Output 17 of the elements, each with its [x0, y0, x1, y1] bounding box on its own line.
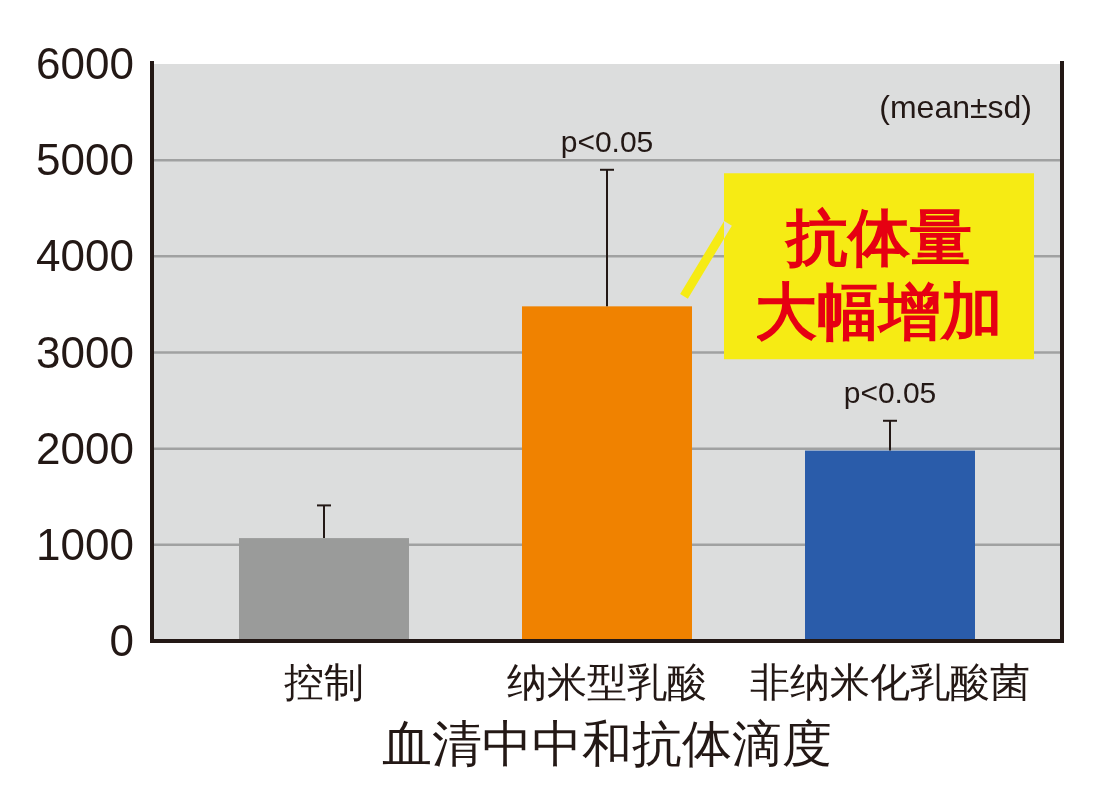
x-tick-label: 控制 [284, 660, 364, 704]
annotation: (mean±sd) [879, 89, 1032, 125]
x-axis-title: 血清中中和抗体滴度 [382, 716, 832, 772]
y-tick-label: 3000 [36, 327, 134, 377]
x-tick-label: 纳米型乳酸 [507, 660, 707, 704]
x-tick-label: 非纳米化乳酸菌 [750, 660, 1030, 704]
y-tick-label: 6000 [36, 39, 134, 88]
y-tick-label: 4000 [36, 231, 134, 281]
y-tick-label: 1000 [36, 519, 134, 569]
y-tick-label: 2000 [36, 423, 134, 473]
annotation: p<0.05 [843, 375, 937, 409]
bar [522, 306, 692, 641]
bar [805, 450, 975, 641]
y-tick-label: 5000 [36, 135, 134, 185]
y-tick-label: 0 [109, 616, 134, 665]
annotation: 抗体量大幅增加 [755, 203, 1003, 347]
annotation: p<0.05 [560, 124, 654, 158]
